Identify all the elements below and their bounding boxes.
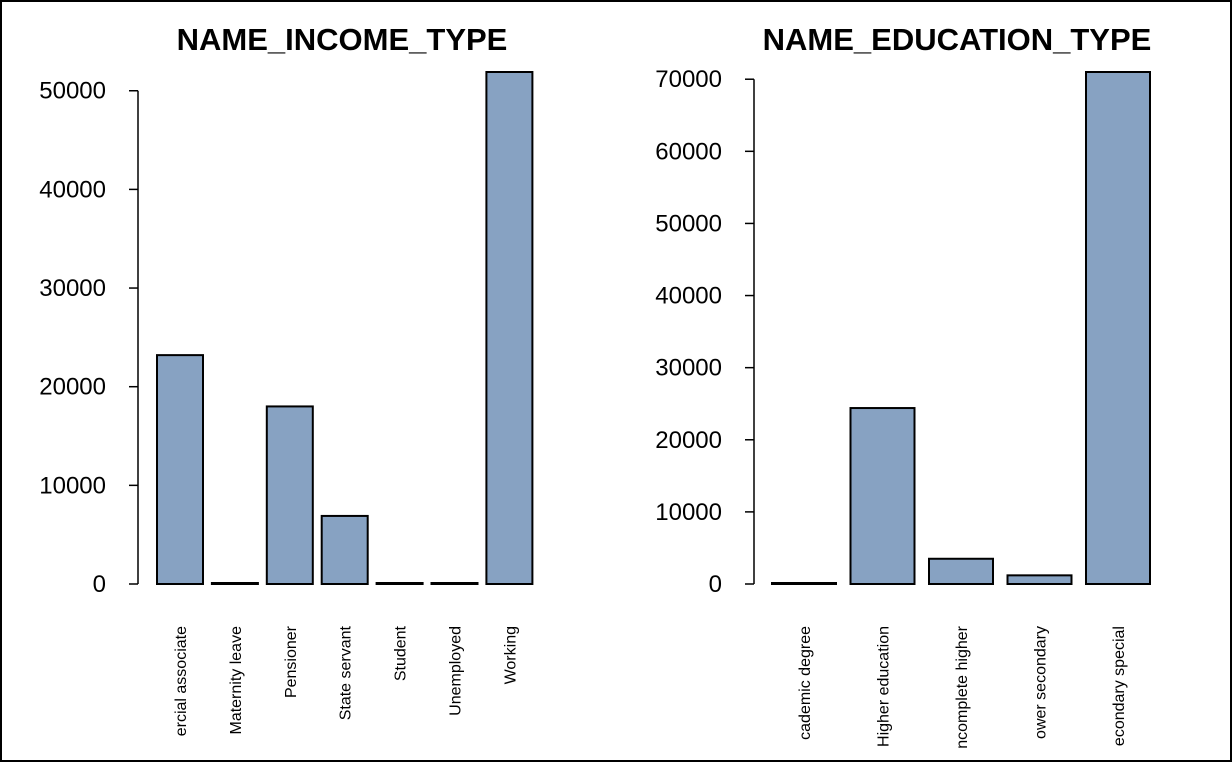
bar <box>1008 575 1072 584</box>
bar <box>772 583 836 584</box>
bar <box>486 72 532 584</box>
category-label: ncomplete higher <box>954 625 971 748</box>
category-label: econdary special <box>1111 626 1128 746</box>
chart-panel-1: NAME_INCOME_TYPE 0 10000 20000 30000 40000 500… <box>39 22 532 736</box>
category-label: Pensioner <box>283 625 300 698</box>
category-label: Unemployed <box>448 626 465 716</box>
category-label: ower secondary <box>1033 626 1050 739</box>
bar <box>929 559 993 584</box>
y-tick-label: 10000 <box>655 499 722 526</box>
y-tick-label: 50000 <box>39 78 106 105</box>
y-tick-label: 30000 <box>39 275 106 302</box>
y-tick-label: 60000 <box>655 138 722 165</box>
bar <box>851 408 915 584</box>
y-tick-label: 10000 <box>39 472 106 499</box>
bar <box>377 583 423 584</box>
chart-title: NAME_EDUCATION_TYPE <box>763 22 1152 57</box>
chart-title: NAME_INCOME_TYPE <box>177 22 508 57</box>
y-tick-label: 20000 <box>39 374 106 401</box>
bar <box>157 355 203 584</box>
bar <box>322 516 368 584</box>
y-tick-label: 40000 <box>655 283 722 310</box>
y-tick-label: 70000 <box>655 66 722 93</box>
y-tick-label: 20000 <box>655 427 722 454</box>
chart-panel-2: NAME_EDUCATION_TYPE 0 10000 20000 30000 40000… <box>655 22 1151 749</box>
category-label: Maternity leave <box>228 626 245 735</box>
category-label: State servant <box>338 625 355 720</box>
bar <box>432 583 478 584</box>
y-tick-label: 30000 <box>655 355 722 382</box>
bar <box>212 583 258 584</box>
y-tick-label: 0 <box>93 571 106 598</box>
bar <box>1086 72 1150 584</box>
y-tick-label: 40000 <box>39 176 106 203</box>
category-label: Higher education <box>876 626 893 747</box>
category-label: cademic degree <box>797 626 814 740</box>
bar <box>267 406 313 584</box>
y-tick-label: 50000 <box>655 210 722 237</box>
y-tick-label: 0 <box>709 571 722 598</box>
category-label: Working <box>502 626 519 684</box>
category-label: Student <box>393 625 410 681</box>
category-label: ercial associate <box>173 626 190 736</box>
